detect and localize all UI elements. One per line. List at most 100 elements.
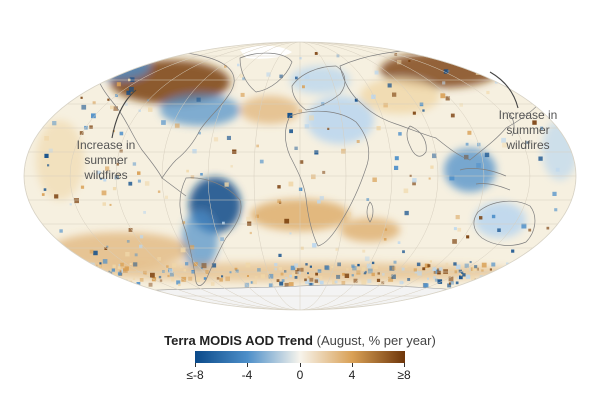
trend-pixel <box>99 276 104 281</box>
trend-pixel <box>120 262 124 267</box>
trend-pixel <box>252 279 257 285</box>
colorbar-tick-label: ≥8 <box>397 368 411 382</box>
graticule-meridian <box>69 42 301 310</box>
trend-pixel <box>89 58 93 62</box>
trend-pixel <box>363 271 367 275</box>
trend-pixel <box>546 226 550 230</box>
trend-pixel <box>432 153 437 159</box>
trend-pixel <box>556 279 561 284</box>
trend-pixel <box>139 244 143 249</box>
trend-pixel <box>143 211 146 214</box>
trend-pixel <box>381 281 385 285</box>
trend-region <box>240 96 300 124</box>
trend-pixel <box>550 262 555 267</box>
trend-pixel <box>151 277 157 282</box>
trend-pixel <box>44 153 49 158</box>
trend-pixel <box>486 282 491 288</box>
colorbar-tick <box>300 363 301 367</box>
trend-pixel <box>445 262 449 266</box>
trend-pixel <box>138 109 141 112</box>
trend-pixel <box>291 272 297 277</box>
trend-pixel <box>188 276 193 281</box>
trend-pixel <box>298 187 303 191</box>
trend-pixel <box>555 167 560 172</box>
trend-pixel <box>432 267 437 271</box>
trend-pixel <box>222 221 225 225</box>
trend-pixel <box>186 169 189 173</box>
trend-pixel <box>402 281 405 284</box>
trend-pixel <box>393 260 397 264</box>
trend-pixel <box>107 98 110 101</box>
trend-pixel <box>344 273 350 278</box>
trend-pixel <box>117 266 121 269</box>
trend-pixel <box>172 263 177 268</box>
trend-pixel <box>87 270 90 273</box>
trend-pixel <box>48 148 53 153</box>
trend-pixel <box>354 98 358 102</box>
trend-pixel <box>487 70 490 73</box>
trend-pixel <box>362 249 366 253</box>
trend-pixel <box>288 181 294 187</box>
trend-pixel <box>427 264 431 268</box>
north-america-outline <box>94 51 235 179</box>
trend-pixel <box>476 267 479 271</box>
trend-pixel <box>68 279 74 284</box>
trend-pixel <box>331 265 334 269</box>
trend-pixel <box>254 275 258 279</box>
trend-pixel <box>224 65 227 68</box>
trend-pixel <box>284 282 289 288</box>
trend-pixel <box>89 265 94 271</box>
trend-pixel <box>274 267 278 271</box>
trend-pixel <box>198 131 201 135</box>
trend-pixel <box>110 269 113 272</box>
trend-pixel <box>445 96 450 101</box>
trend-pixel <box>538 262 543 266</box>
trend-pixel <box>294 146 298 150</box>
trend-pixel <box>132 277 136 280</box>
trend-pixel <box>289 232 292 235</box>
trend-pixel <box>256 144 259 148</box>
trend-pixel <box>314 279 319 283</box>
trend-pixel <box>89 125 93 129</box>
trend-pixel <box>98 277 101 280</box>
trend-pixel <box>69 203 72 206</box>
trend-pixel <box>471 269 475 273</box>
trend-pixel <box>111 268 115 272</box>
trend-pixel <box>42 268 46 272</box>
trend-pixel <box>246 216 251 221</box>
trend-pixel <box>122 57 127 62</box>
trend-pixel <box>137 171 141 175</box>
trend-pixel <box>459 103 463 107</box>
trend-pixel <box>408 59 411 62</box>
trend-pixel <box>190 175 195 179</box>
trend-pixel <box>304 74 310 80</box>
graticule-meridian <box>207 42 301 310</box>
trend-pixel <box>491 262 496 267</box>
trend-pixel <box>371 94 376 99</box>
trend-pixel <box>77 265 81 269</box>
trend-pixel <box>259 159 264 164</box>
trend-pixel <box>356 270 361 275</box>
maritime-southeast-asia-outline <box>459 168 511 191</box>
trend-pixel <box>366 198 370 201</box>
trend-pixel <box>278 253 282 257</box>
trend-pixel <box>455 281 459 285</box>
trend-pixel <box>168 269 173 273</box>
trend-region <box>182 210 218 270</box>
trend-pixel <box>304 124 310 129</box>
trend-pixel <box>314 52 318 55</box>
trend-pixel <box>401 267 405 271</box>
trend-pixel <box>250 281 254 284</box>
trend-pixel <box>150 272 155 278</box>
colorbar-tick-label: 0 <box>296 368 304 382</box>
trend-pixel <box>419 102 424 107</box>
trend-pixel <box>536 271 541 276</box>
trend-pixel <box>512 70 516 74</box>
trend-pixel <box>467 130 472 135</box>
new-zealand-outline <box>545 247 550 269</box>
trend-pixel <box>49 264 55 269</box>
graticule-meridian <box>161 42 301 310</box>
trend-pixel <box>448 282 452 285</box>
trend-pixel <box>139 278 144 282</box>
trend-pixel <box>543 274 547 278</box>
